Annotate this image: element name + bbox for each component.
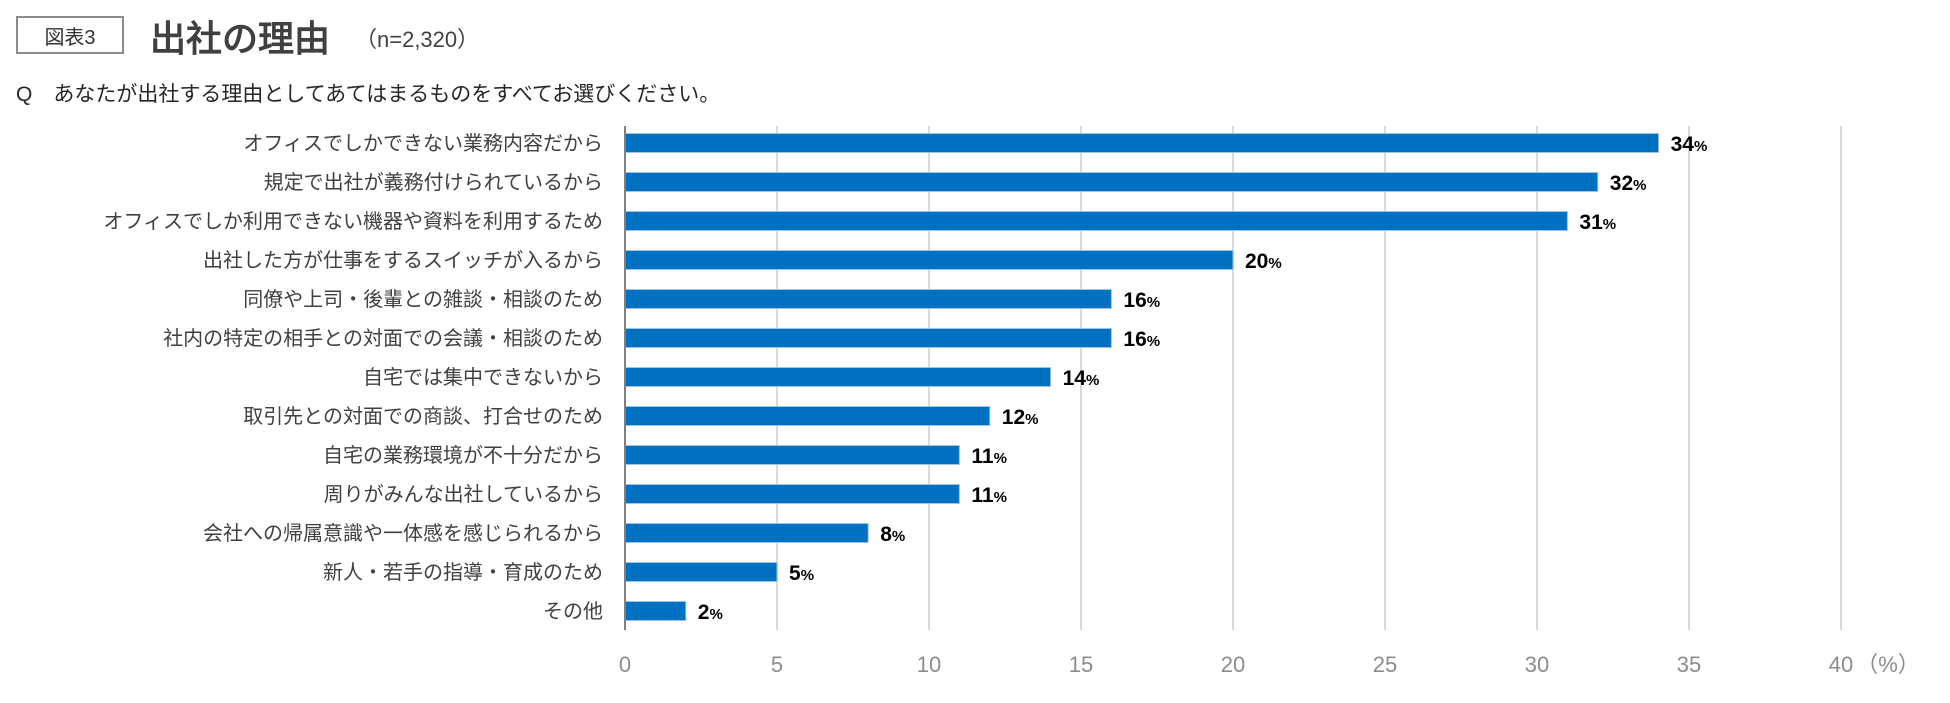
category-label: 新人・若手の指導・育成のため [323, 561, 603, 584]
category-label: 出社した方が仕事をするスイッチが入るから [203, 249, 603, 272]
category-label: 会社への帰属意識や一体感を感じられるから [203, 522, 603, 545]
data-label: 8% [880, 523, 905, 546]
category-label: その他 [543, 600, 603, 623]
x-tick-label: 0 [619, 652, 631, 677]
percent-suffix: % [1147, 294, 1160, 311]
category-label: 自宅では集中できないから [363, 366, 603, 389]
data-value: 20 [1245, 250, 1268, 273]
survey-question: Q あなたが出社する理由としてあてはまるものをすべてお選びください。 [16, 83, 721, 106]
category-label: オフィスでしか利用できない機器や資料を利用するため [103, 210, 603, 233]
percent-suffix: % [1633, 177, 1646, 194]
x-tick-label: 20 [1221, 652, 1245, 677]
sample-size: （n=2,320） [355, 27, 480, 52]
category-label: 規定で出社が義務付けられているから [264, 171, 603, 194]
data-label: 20% [1245, 250, 1282, 273]
data-label: 34% [1671, 133, 1708, 156]
x-tick-label: 40 [1829, 652, 1853, 677]
percent-suffix: % [801, 567, 814, 584]
x-tick-label: 30 [1525, 652, 1549, 677]
bar [624, 367, 1052, 387]
data-value: 14 [1063, 367, 1087, 390]
bar [624, 406, 991, 426]
category-label: 同僚や上司・後輩との雑談・相談のため [243, 288, 603, 311]
category-label: 取引先との対面での商談、打合せのため [243, 405, 603, 428]
x-tick-label: 15 [1069, 652, 1093, 677]
bar [624, 328, 1112, 348]
percent-suffix: % [994, 489, 1007, 506]
percent-suffix: % [994, 450, 1007, 467]
data-label: 2% [698, 601, 723, 624]
bar [624, 250, 1234, 270]
bar [624, 562, 778, 582]
percent-suffix: % [1147, 333, 1160, 350]
data-value: 16 [1123, 289, 1146, 312]
x-tick-label: 25 [1373, 652, 1397, 677]
percent-suffix: % [1694, 138, 1707, 155]
percent-suffix: % [1025, 411, 1038, 428]
data-label: 5% [789, 562, 814, 585]
data-value: 12 [1002, 406, 1025, 429]
bar [624, 289, 1112, 309]
x-tick-label: 35 [1677, 652, 1701, 677]
data-value: 11 [971, 484, 994, 507]
x-unit-label: （%） [1856, 652, 1920, 677]
data-value: 32 [1610, 172, 1633, 195]
category-label: 社内の特定の相手との対面での会議・相談のため [163, 327, 603, 350]
category-label: オフィスでしかできない業務内容だから [243, 132, 603, 155]
figure-label: 図表3 [16, 16, 124, 54]
data-value: 34 [1671, 133, 1695, 156]
percent-suffix: % [892, 528, 905, 545]
percent-suffix: % [1603, 216, 1616, 233]
category-label: 周りがみんな出社しているから [324, 483, 603, 506]
data-label: 11% [971, 445, 1007, 468]
category-label: 自宅の業務環境が不十分だから [323, 444, 603, 467]
data-value: 11 [971, 445, 994, 468]
data-label: 16% [1123, 289, 1160, 312]
data-label: 32% [1610, 172, 1647, 195]
bar [624, 484, 960, 504]
data-label: 31% [1579, 211, 1616, 234]
x-tick-label: 5 [771, 652, 783, 677]
percent-suffix: % [709, 606, 722, 623]
data-label: 16% [1123, 328, 1160, 351]
percent-suffix: % [1086, 372, 1099, 389]
chart-title: 出社の理由 [150, 18, 331, 59]
data-label: 11% [971, 484, 1007, 507]
data-value: 8 [880, 523, 892, 546]
bar [624, 133, 1660, 153]
data-value: 31 [1579, 211, 1603, 234]
x-tick-label: 10 [917, 652, 941, 677]
bar [624, 445, 960, 465]
data-label: 14% [1063, 367, 1100, 390]
data-value: 16 [1123, 328, 1146, 351]
bar [624, 523, 869, 543]
percent-suffix: % [1268, 255, 1281, 272]
data-value: 5 [789, 562, 801, 585]
data-value: 2 [698, 601, 710, 624]
bar [624, 601, 687, 621]
bar [624, 172, 1599, 192]
bar [624, 211, 1568, 231]
data-label: 12% [1002, 406, 1039, 429]
